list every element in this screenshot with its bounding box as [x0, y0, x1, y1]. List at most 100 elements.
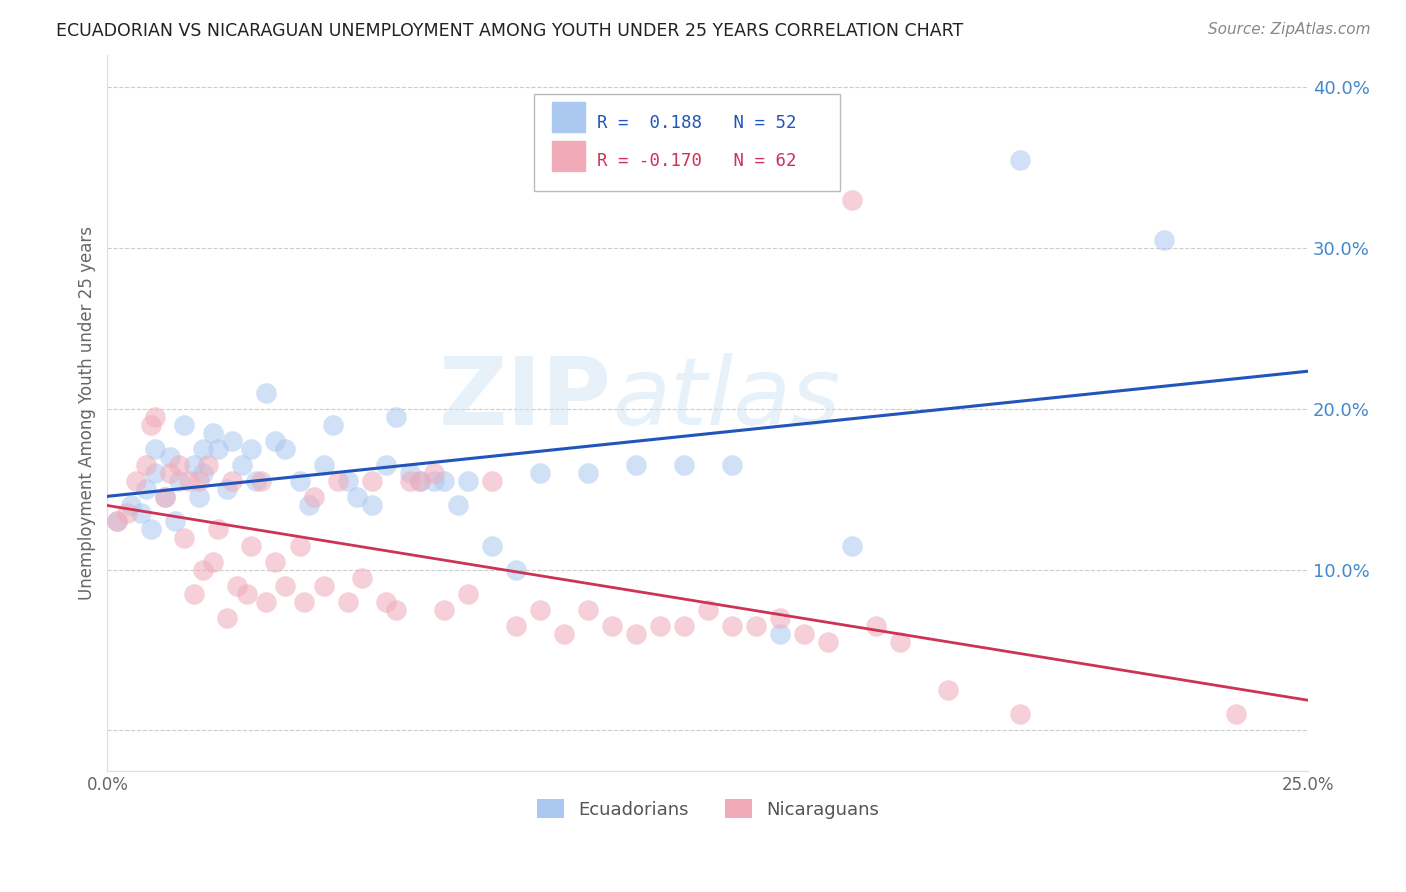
Point [375, 595, 398, 609]
Point [139, 523, 162, 537]
Point [1008, 153, 1031, 167]
Point [250, 475, 273, 489]
Point [197, 458, 219, 472]
Point [217, 483, 239, 497]
Point [207, 442, 229, 456]
Point [576, 603, 599, 617]
Text: ECUADORIAN VS NICARAGUAN UNEMPLOYMENT AMONG YOUTH UNDER 25 YEARS CORRELATION CHA: ECUADORIAN VS NICARAGUAN UNEMPLOYMENT AM… [56, 22, 963, 40]
Point [193, 442, 215, 456]
Point [145, 409, 167, 424]
Point [288, 539, 311, 553]
Point [193, 467, 215, 481]
Point [302, 491, 325, 505]
Point [553, 627, 575, 641]
Point [529, 603, 551, 617]
Point [193, 563, 215, 577]
Point [672, 458, 695, 472]
FancyBboxPatch shape [551, 141, 585, 171]
Point [408, 475, 430, 489]
Point [115, 507, 138, 521]
Point [865, 619, 887, 633]
Point [433, 475, 456, 489]
Point [169, 475, 191, 489]
Point [135, 483, 157, 497]
Point [235, 587, 257, 601]
Point [481, 475, 503, 489]
Point [1153, 233, 1175, 247]
Point [240, 442, 263, 456]
Point [135, 458, 157, 472]
Point [173, 417, 195, 432]
Point [139, 417, 162, 432]
Point [129, 507, 152, 521]
Point [447, 499, 470, 513]
Point [457, 475, 479, 489]
Point [505, 619, 527, 633]
Point [399, 467, 422, 481]
Point [153, 491, 176, 505]
Point [125, 475, 148, 489]
Point [576, 467, 599, 481]
Point [231, 458, 253, 472]
Point [346, 491, 368, 505]
Text: Source: ZipAtlas.com: Source: ZipAtlas.com [1208, 22, 1371, 37]
Point [529, 467, 551, 481]
Point [202, 555, 225, 569]
Point [183, 587, 205, 601]
Point [264, 434, 287, 448]
Point [254, 385, 277, 400]
Point [221, 475, 243, 489]
Point [423, 467, 446, 481]
Point [423, 475, 446, 489]
FancyBboxPatch shape [551, 103, 585, 132]
Point [105, 515, 128, 529]
Point [120, 499, 142, 513]
Point [481, 539, 503, 553]
Point [105, 515, 128, 529]
Point [326, 475, 349, 489]
Point [457, 587, 479, 601]
Point [360, 499, 382, 513]
Point [322, 417, 344, 432]
Point [841, 539, 863, 553]
Point [153, 491, 176, 505]
Point [648, 619, 671, 633]
Point [384, 603, 406, 617]
Point [145, 467, 167, 481]
Point [889, 635, 911, 649]
Point [624, 627, 647, 641]
Point [245, 475, 267, 489]
Point [600, 619, 623, 633]
Point [274, 579, 297, 593]
Point [936, 683, 959, 698]
Point [221, 434, 243, 448]
Text: ZIP: ZIP [439, 352, 612, 444]
Point [217, 611, 239, 625]
Point [1008, 707, 1031, 722]
Point [375, 458, 398, 472]
Point [745, 619, 768, 633]
Y-axis label: Unemployment Among Youth under 25 years: Unemployment Among Youth under 25 years [79, 226, 96, 600]
Text: R =  0.188   N = 52: R = 0.188 N = 52 [598, 114, 797, 132]
Point [408, 475, 430, 489]
Point [187, 475, 209, 489]
Point [202, 425, 225, 440]
Point [288, 475, 311, 489]
Point [207, 523, 229, 537]
Point [298, 499, 321, 513]
Text: atlas: atlas [612, 353, 839, 444]
Point [399, 475, 422, 489]
Point [720, 619, 742, 633]
Legend: Ecuadorians, Nicaraguans: Ecuadorians, Nicaraguans [529, 792, 886, 826]
Point [226, 579, 249, 593]
Point [159, 450, 181, 464]
Point [720, 458, 742, 472]
Point [769, 627, 792, 641]
Point [274, 442, 297, 456]
FancyBboxPatch shape [534, 95, 839, 191]
Text: R = -0.170   N = 62: R = -0.170 N = 62 [598, 153, 797, 170]
Point [360, 475, 382, 489]
Point [173, 531, 195, 545]
Point [350, 571, 373, 585]
Point [817, 635, 839, 649]
